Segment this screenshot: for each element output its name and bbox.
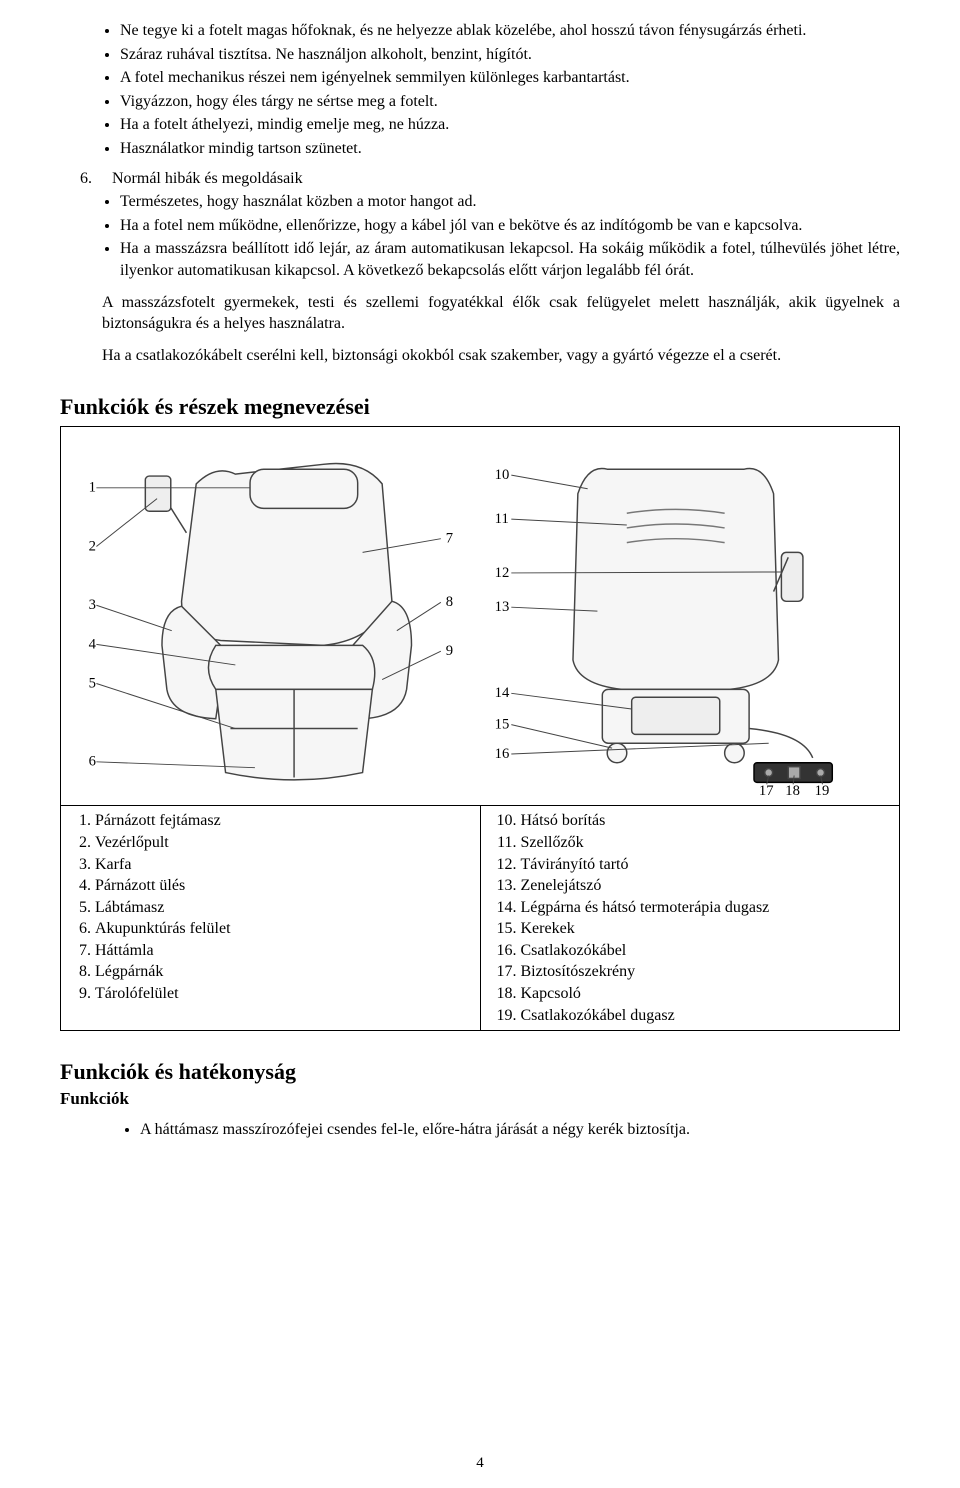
parts-list-right: Hátsó borításSzellőzőkTávirányító tartóZ… bbox=[489, 810, 892, 1026]
item-6-text: Normál hibák és megoldásaik bbox=[112, 170, 303, 187]
svg-text:5: 5 bbox=[89, 676, 96, 692]
warning-b-2: Ha a masszázsra beállított idő lejár, az… bbox=[120, 238, 900, 281]
svg-text:6: 6 bbox=[89, 754, 96, 770]
part-right-10: Hátsó borítás bbox=[521, 810, 892, 832]
page-number: 4 bbox=[0, 1455, 960, 1472]
svg-text:11: 11 bbox=[495, 511, 509, 527]
warning-b-0: Természetes, hogy használat közben a mot… bbox=[120, 191, 900, 213]
parts-diagram: 1 2 3 4 5 6 7 8 9 bbox=[69, 431, 891, 801]
part-right-18: Kapcsoló bbox=[521, 983, 892, 1005]
parts-table: 1 2 3 4 5 6 7 8 9 bbox=[60, 426, 900, 1031]
svg-text:10: 10 bbox=[495, 467, 510, 483]
part-left-1: Párnázott fejtámasz bbox=[95, 810, 472, 832]
svg-text:13: 13 bbox=[495, 599, 510, 615]
parts-right-cell: Hátsó borításSzellőzőkTávirányító tartóZ… bbox=[480, 806, 900, 1031]
part-left-6: Akupunktúrás felület bbox=[95, 918, 472, 940]
section-parts-title: Funkciók és részek megnevezései bbox=[60, 394, 900, 420]
svg-text:12: 12 bbox=[495, 565, 510, 581]
part-right-11: Szellőzők bbox=[521, 832, 892, 854]
svg-text:18: 18 bbox=[785, 783, 800, 799]
part-left-8: Légpárnák bbox=[95, 961, 472, 983]
warning-a-3: Vigyázzon, hogy éles tárgy ne sértse meg… bbox=[120, 91, 900, 113]
part-right-17: Biztosítószekrény bbox=[521, 961, 892, 983]
item-6-line: 6. Normál hibák és megoldásaik bbox=[60, 168, 900, 190]
function-item-0: A háttámasz masszírozófejei csendes fel-… bbox=[140, 1119, 900, 1141]
part-left-7: Háttámla bbox=[95, 940, 472, 962]
svg-text:8: 8 bbox=[446, 595, 453, 611]
section-functions-sub: Funkciók bbox=[60, 1089, 900, 1109]
part-right-14: Légpárna és hátsó termoterápia dugasz bbox=[521, 897, 892, 919]
part-right-16: Csatlakozókábel bbox=[521, 940, 892, 962]
warnings-list-a: Ne tegye ki a fotelt magas hőfoknak, és … bbox=[60, 20, 900, 160]
diagram-cell: 1 2 3 4 5 6 7 8 9 bbox=[61, 427, 900, 806]
svg-text:1: 1 bbox=[89, 480, 96, 496]
warning-a-1: Száraz ruhával tisztítsa. Ne használjon … bbox=[120, 44, 900, 66]
part-right-19: Csatlakozókábel dugasz bbox=[521, 1005, 892, 1027]
paragraph-1: A masszázsfotelt gyermekek, testi és sze… bbox=[102, 292, 900, 335]
part-right-13: Zenelejátszó bbox=[521, 875, 892, 897]
svg-text:16: 16 bbox=[495, 746, 510, 762]
warning-b-1: Ha a fotel nem működne, ellenőrizze, hog… bbox=[120, 215, 900, 237]
svg-text:19: 19 bbox=[815, 783, 830, 799]
part-left-2: Vezérlőpult bbox=[95, 832, 472, 854]
svg-text:17: 17 bbox=[759, 783, 774, 799]
svg-text:3: 3 bbox=[89, 597, 96, 613]
item-6-prefix: 6. bbox=[80, 170, 92, 187]
warning-a-0: Ne tegye ki a fotelt magas hőfoknak, és … bbox=[120, 20, 900, 42]
warning-a-2: A fotel mechanikus részei nem igényelnek… bbox=[120, 67, 900, 89]
svg-text:15: 15 bbox=[495, 717, 510, 733]
part-left-9: Tárolófelület bbox=[95, 983, 472, 1005]
warning-a-4: Ha a fotelt áthelyezi, mindig emelje meg… bbox=[120, 114, 900, 136]
section-functions-title: Funkciók és hatékonyság bbox=[60, 1059, 900, 1085]
paragraph-2: Ha a csatlakozókábelt cserélni kell, biz… bbox=[102, 345, 900, 367]
parts-left-cell: Párnázott fejtámaszVezérlőpultKarfaPárná… bbox=[61, 806, 481, 1031]
functions-list: A háttámasz masszírozófejei csendes fel-… bbox=[60, 1119, 900, 1141]
svg-text:9: 9 bbox=[446, 643, 453, 659]
warnings-list-b: Természetes, hogy használat közben a mot… bbox=[60, 191, 900, 281]
svg-text:4: 4 bbox=[89, 637, 97, 653]
svg-text:14: 14 bbox=[495, 686, 510, 702]
parts-list-left: Párnázott fejtámaszVezérlőpultKarfaPárná… bbox=[69, 810, 472, 1004]
svg-text:2: 2 bbox=[89, 539, 96, 555]
part-right-15: Kerekek bbox=[521, 918, 892, 940]
warning-a-5: Használatkor mindig tartson szünetet. bbox=[120, 138, 900, 160]
part-left-5: Lábtámasz bbox=[95, 897, 472, 919]
part-right-12: Távirányító tartó bbox=[521, 854, 892, 876]
part-left-3: Karfa bbox=[95, 854, 472, 876]
svg-text:7: 7 bbox=[446, 531, 453, 547]
part-left-4: Párnázott ülés bbox=[95, 875, 472, 897]
